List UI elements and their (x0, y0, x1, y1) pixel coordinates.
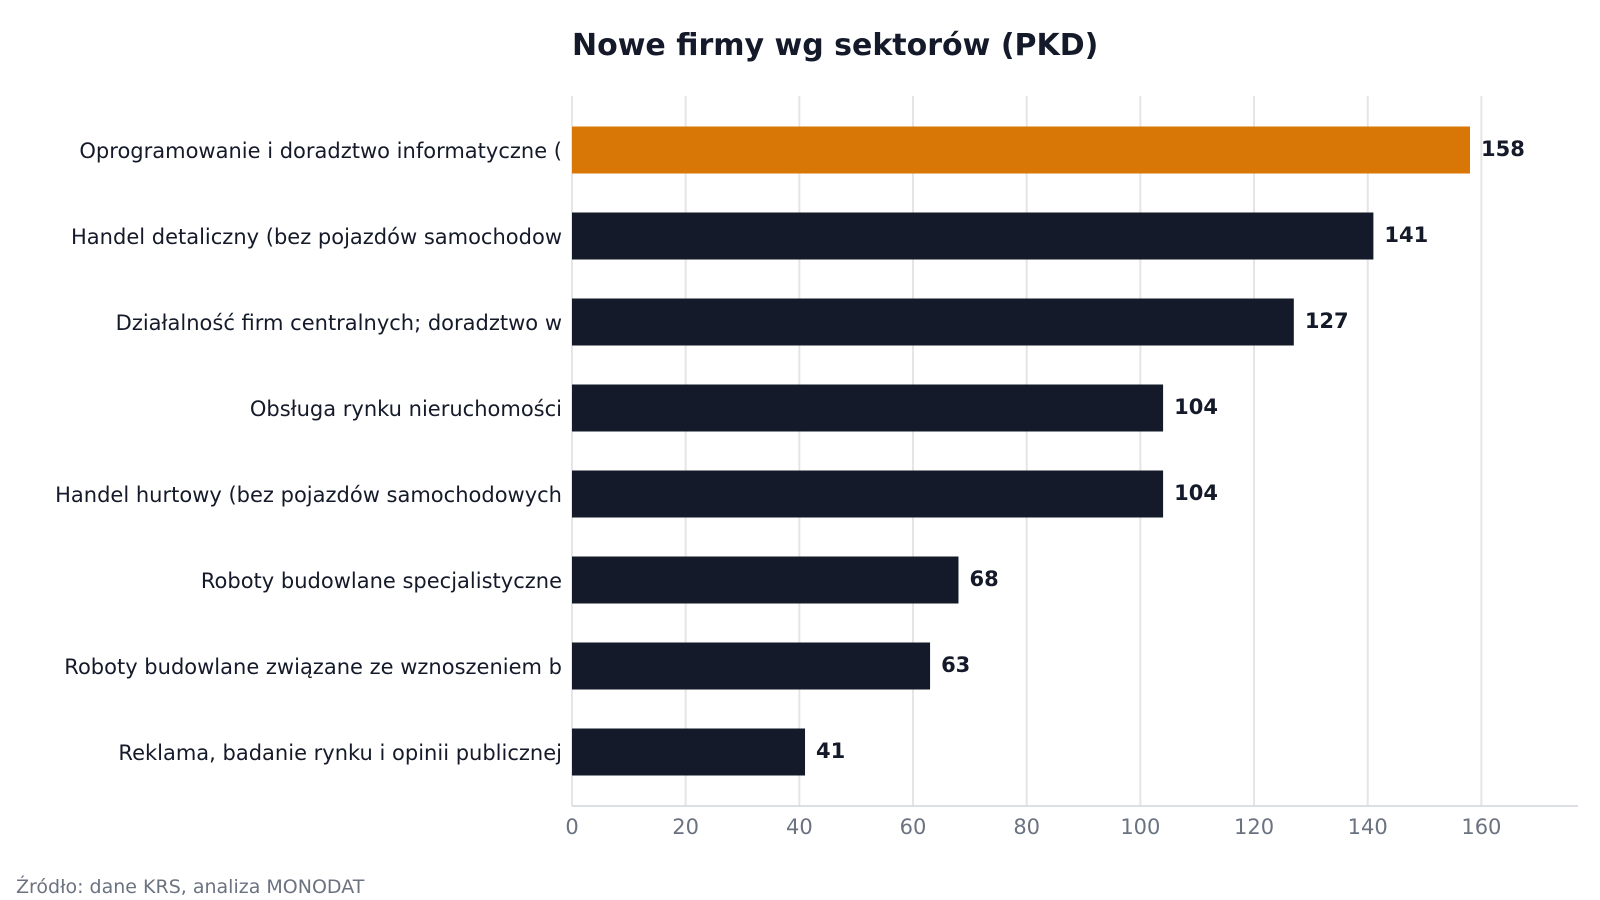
category-label: Oprogramowanie i doradztwo informatyczne… (79, 139, 562, 163)
value-label: 41 (816, 739, 845, 763)
x-tick-label: 0 (565, 815, 578, 839)
value-label: 104 (1174, 395, 1218, 419)
value-label: 68 (969, 567, 998, 591)
bar (572, 298, 1294, 346)
value-label: 63 (941, 653, 970, 677)
category-label: Roboty budowlane specjalistyczne (201, 569, 562, 593)
gridlines (571, 96, 1483, 806)
category-label: Reklama, badanie rynku i opinii publiczn… (118, 741, 562, 765)
category-label: Obsługa rynku nieruchomości (250, 397, 562, 421)
x-tick-label: 160 (1461, 815, 1501, 839)
value-label: 158 (1481, 137, 1525, 161)
source-note: Źródło: dane KRS, analiza MONODAT (16, 876, 365, 898)
bar (572, 642, 931, 690)
bar (572, 384, 1164, 432)
category-label: Roboty budowlane związane ze wznoszeniem… (64, 655, 562, 679)
x-tick-label: 20 (672, 815, 699, 839)
x-tick-label: 100 (1120, 815, 1160, 839)
value-label: 104 (1174, 481, 1218, 505)
category-label: Handel hurtowy (bez pojazdów samochodowy… (55, 483, 562, 507)
value-labels: 158 141 127 104 104 68 63 41 (816, 137, 1525, 763)
bar (572, 126, 1471, 174)
value-label: 141 (1384, 223, 1428, 247)
x-tick-label: 140 (1348, 815, 1388, 839)
bar (572, 470, 1164, 518)
category-label: Działalność firm centralnych; doradztwo … (116, 311, 562, 335)
value-label: 127 (1305, 309, 1349, 333)
bar (572, 728, 806, 776)
x-tick-label: 40 (786, 815, 813, 839)
category-label: Handel detaliczny (bez pojazdów samochod… (71, 225, 562, 249)
category-labels: Oprogramowanie i doradztwo informatyczne… (55, 139, 562, 765)
x-tick-label: 60 (900, 815, 927, 839)
chart-title: Nowe firmy wg sektorów (PKD) (572, 28, 1098, 63)
x-tick-label: 120 (1234, 815, 1274, 839)
bar (572, 556, 959, 604)
x-tick-label: 80 (1013, 815, 1040, 839)
x-axis: 0 20 40 60 80 100 120 140 160 (565, 805, 1578, 839)
bars (572, 126, 1471, 776)
bar (572, 212, 1374, 260)
